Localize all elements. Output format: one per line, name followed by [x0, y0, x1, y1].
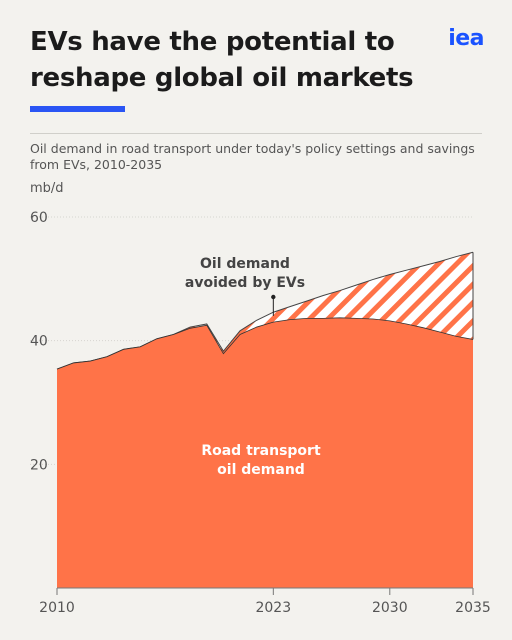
x-axis: 2010 2023 2030 2035	[39, 587, 491, 616]
road-transport-demand-area	[57, 317, 473, 588]
chart-annotations: Oil demand avoided by EVs Road transport oi…	[185, 256, 321, 478]
annotation-line: Road transport	[201, 443, 321, 459]
y-tick-label: 20	[30, 457, 48, 473]
y-tick-label: 40	[30, 334, 48, 350]
chart-title: EVs have the potential to reshape global…	[30, 27, 414, 93]
road-transport-annotation: Road transport oil demand	[201, 443, 321, 478]
y-axis: 20 40 60	[30, 210, 48, 473]
annotation-line: oil demand	[217, 462, 305, 478]
y-tick-label: 60	[30, 210, 48, 226]
iea-logo: iea	[448, 26, 484, 51]
chart-subtitle: Oil demand in road transport under today…	[30, 141, 475, 172]
x-tick-label: 2035	[455, 600, 491, 616]
x-tick-label: 2010	[39, 600, 75, 616]
avoided-demand-area	[57, 252, 473, 370]
chart-areas	[56, 251, 474, 588]
x-tick-label: 2023	[255, 600, 291, 616]
header-divider	[30, 133, 482, 134]
x-tick-label: 2030	[372, 600, 408, 616]
road-transport-demand-line	[56, 317, 474, 370]
title-accent-bar	[30, 106, 125, 112]
y-axis-unit: mb/d	[30, 181, 64, 196]
annotation-line: avoided by EVs	[185, 275, 305, 291]
annotation-line: Oil demand	[200, 256, 290, 272]
avoided-ev-annotation: Oil demand avoided by EVs	[185, 256, 305, 291]
